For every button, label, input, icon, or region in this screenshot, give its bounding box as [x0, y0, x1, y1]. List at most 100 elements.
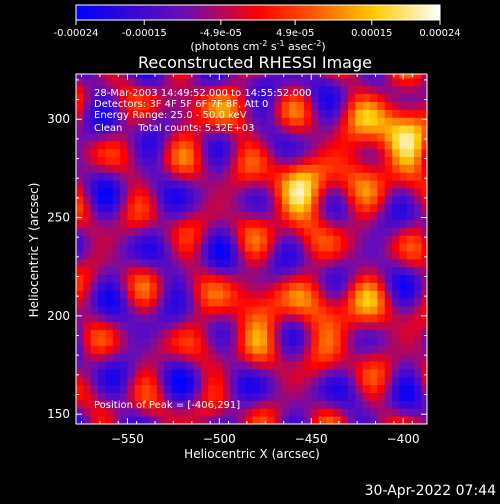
heatmap-cell — [325, 85, 334, 95]
heatmap-cell — [333, 188, 342, 197]
heatmap-cell — [149, 282, 158, 291]
heatmap-cell — [164, 243, 173, 252]
heatmap-cell — [149, 93, 158, 103]
heatmap-cell — [230, 148, 239, 158]
heatmap-cell — [362, 140, 371, 150]
heatmap-cell — [392, 329, 400, 338]
heatmap-cell — [200, 408, 209, 417]
heatmap-cell — [90, 211, 99, 221]
heatmap-cell — [362, 361, 371, 370]
heatmap-cell — [112, 93, 121, 103]
heatmap-cell — [281, 376, 290, 386]
heatmap-cell — [237, 140, 246, 150]
heatmap-cell — [325, 74, 334, 79]
heatmap-cell — [347, 132, 356, 142]
heatmap-cell — [156, 109, 165, 118]
heatmap-cell — [333, 361, 342, 370]
heatmap-cell — [296, 77, 305, 87]
heatmap-cell — [112, 282, 121, 291]
heatmap-cell — [76, 140, 84, 150]
heatmap-cell — [120, 290, 128, 299]
heatmap-cell — [259, 306, 268, 315]
heatmap-cell — [281, 203, 290, 213]
heatmap-cell — [259, 368, 268, 378]
heatmap-cell — [223, 416, 231, 424]
heatmap-cell — [237, 74, 246, 79]
heatmap-cell — [164, 180, 173, 189]
heatmap-cell — [370, 243, 378, 252]
heatmap-cell — [289, 203, 298, 213]
heatmap-cell — [156, 101, 165, 110]
heatmap-cell — [355, 195, 364, 205]
heatmap-cell — [252, 250, 261, 260]
heatmap-cell — [178, 77, 187, 87]
heatmap-cell — [245, 243, 253, 252]
heatmap-cell — [311, 376, 320, 386]
heatmap-cell — [200, 211, 209, 221]
heatmap-cell — [90, 345, 99, 354]
heatmap-cell — [156, 250, 165, 260]
heatmap-cell — [105, 274, 114, 283]
heatmap-cell — [171, 313, 180, 323]
heatmap-cell — [303, 384, 312, 394]
heatmap-cell — [340, 345, 349, 354]
heatmap-cell — [355, 77, 364, 87]
heatmap-cell — [370, 266, 378, 276]
heatmap-cell — [333, 211, 342, 221]
heatmap-cell — [303, 117, 312, 126]
heatmap-cell — [134, 74, 143, 79]
heatmap-cell — [186, 148, 195, 158]
heatmap-cell — [105, 125, 114, 134]
heatmap-cell — [296, 74, 305, 79]
heatmap-cell — [149, 148, 158, 158]
heatmap-cell — [98, 164, 106, 173]
heatmap-cell — [303, 258, 312, 268]
heatmap-cell — [406, 384, 415, 394]
heatmap-cell — [414, 368, 422, 378]
heatmap-cell — [127, 156, 136, 165]
heatmap-cell — [127, 203, 136, 213]
heatmap-cell — [333, 93, 342, 103]
heatmap-cell — [156, 313, 165, 323]
heatmap-cell — [142, 203, 151, 213]
heatmap-cell — [76, 188, 84, 197]
heatmap-cell — [164, 235, 173, 244]
heatmap-cell — [186, 258, 195, 268]
heatmap-cell — [267, 400, 275, 409]
heatmap-cell — [90, 266, 99, 276]
heatmap-cell — [156, 172, 165, 181]
heatmap-cell — [347, 195, 356, 205]
heatmap-cell — [311, 290, 320, 299]
heatmap-cell — [127, 164, 136, 173]
heatmap-cell — [421, 321, 427, 331]
heatmap-cell — [414, 203, 422, 213]
heatmap-cell — [377, 392, 386, 401]
heatmap-cell — [281, 211, 290, 221]
heatmap-cell — [149, 368, 158, 378]
heatmap-cell — [105, 368, 114, 378]
heatmap-cell — [76, 219, 84, 228]
heatmap-cell — [178, 164, 187, 173]
heatmap-cell — [90, 74, 99, 79]
heatmap-cell — [399, 172, 408, 181]
heatmap-cell — [384, 274, 393, 283]
heatmap-cell — [90, 227, 99, 236]
heatmap-cell — [156, 156, 165, 165]
heatmap-cell — [384, 172, 393, 181]
heatmap-cell — [223, 274, 231, 283]
heatmap-cell — [215, 408, 224, 417]
heatmap-cell — [186, 329, 195, 338]
x-axis-label: Heliocentric X (arcsec) — [184, 447, 320, 461]
heatmap-cell — [83, 77, 92, 87]
heatmap-cell — [186, 211, 195, 221]
heatmap-cell — [215, 188, 224, 197]
heatmap-cell — [120, 400, 128, 409]
heatmap-cell — [362, 376, 371, 386]
heatmap-cell — [384, 125, 393, 134]
heatmap-cell — [377, 156, 386, 165]
heatmap-cell — [164, 274, 173, 283]
heatmap-cell — [414, 306, 422, 315]
heatmap-cell — [178, 125, 187, 134]
heatmap-cell — [112, 140, 121, 150]
heatmap-cell — [230, 392, 239, 401]
